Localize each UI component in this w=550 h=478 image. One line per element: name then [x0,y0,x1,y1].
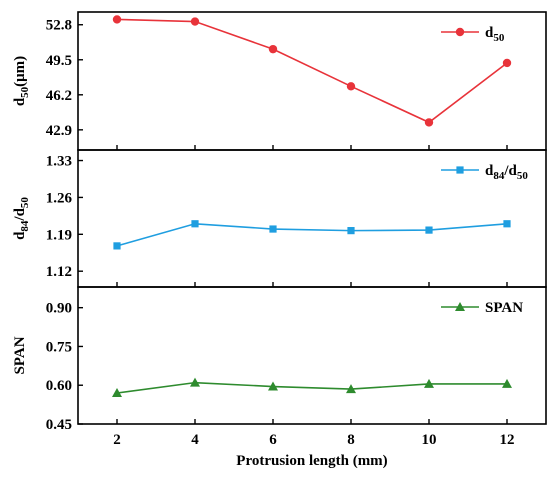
data-point [190,377,200,387]
y-axis-label: SPAN [12,336,28,374]
data-point [269,225,277,233]
y-tick-label: 0.75 [46,339,72,355]
legend-label: SPAN [485,300,523,316]
panel-3: 0.90 0.75 0.60 0.45 2 4 6 8 10 12 SPAN SPAN [12,286,547,448]
data-point [347,227,355,235]
data-point [424,378,434,388]
data-point [424,118,434,127]
y-tick-label: 0.45 [46,417,72,433]
legend-marker [455,27,465,37]
legend-marker [455,302,465,311]
x-tick-label: 4 [191,432,199,448]
data-point [112,387,122,397]
data-point [503,220,511,228]
legend-marker [456,166,464,174]
data-point [346,82,356,91]
data-point [190,17,200,26]
data-point [346,384,356,394]
y-tick-label: 1.19 [46,227,72,243]
y-axis-label: d50(μm) [12,56,31,106]
data-point [113,242,121,250]
y-tick-label: 1.12 [46,264,72,280]
x-tick-label: 2 [113,432,121,448]
legend-label: d84/d50 [485,163,528,182]
data-point [425,226,433,234]
y-tick-label: 1.33 [46,154,72,170]
data-point [112,15,122,24]
x-tick-label: 10 [422,432,437,448]
y-tick-label: 0.90 [46,301,72,317]
plot-frame [77,286,547,425]
legend-label: d50 [485,25,505,44]
x-tick-label: 8 [347,432,355,448]
y-tick-label: 49.5 [46,53,72,69]
y-tick-label: 1.26 [46,190,73,206]
data-point [268,381,278,391]
data-point [502,58,512,68]
panel-2: 1.33 1.26 1.19 1.12 d84/d50 d84/d50 [12,149,547,288]
data-point [268,44,278,54]
data-point [191,220,199,228]
y-axis-label: d84/d50 [12,197,31,240]
y-tick-label: 46.2 [46,88,72,104]
series-line [116,222,508,247]
x-tick-label: 6 [269,432,277,448]
panel-1: 52.8 49.5 46.2 42.9 d50(μm) d50 [12,11,547,151]
series-line [116,381,507,394]
x-tick-label: 12 [500,432,515,448]
chart-panels: 52.849.546.242.9d50(μm)d501.331.261.191.… [12,11,547,448]
y-tick-label: 42.9 [46,123,72,139]
series-line [116,18,508,124]
x-axis-label: Protrusion length (mm) [236,453,387,469]
y-tick-label: 52.8 [46,18,72,34]
data-point [502,378,512,388]
y-tick-label: 0.60 [46,378,72,394]
